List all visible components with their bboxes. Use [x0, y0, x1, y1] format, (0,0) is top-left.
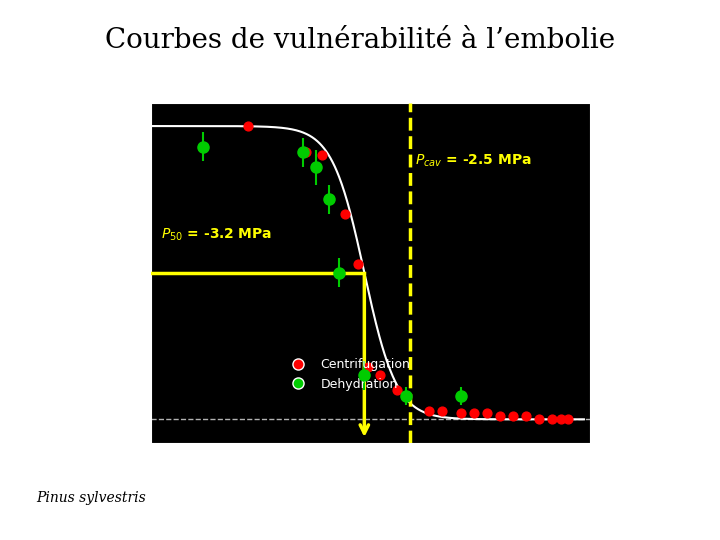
Point [391, 386, 402, 394]
Text: Pinus sylvestris: Pinus sylvestris [36, 491, 145, 505]
Point [562, 415, 574, 424]
Point [339, 210, 351, 218]
Y-axis label: Percent loss xylem conductance: Percent loss xylem conductance [99, 172, 112, 374]
Text: $P_{50}$ = -3.2 MPa: $P_{50}$ = -3.2 MPa [161, 226, 272, 243]
Point [243, 122, 254, 130]
Point [556, 415, 567, 424]
Point [436, 406, 448, 415]
Text: $P_{cav}$ = -2.5 MPa: $P_{cav}$ = -2.5 MPa [415, 153, 531, 170]
Point [374, 371, 386, 380]
Point [533, 415, 544, 424]
Point [317, 151, 328, 160]
Point [494, 412, 505, 421]
Point [300, 148, 312, 157]
Point [481, 409, 492, 418]
Point [507, 412, 518, 421]
Point [423, 406, 435, 415]
Point [362, 362, 374, 371]
Text: Courbes de vulnérabilité à l’embolie: Courbes de vulnérabilité à l’embolie [105, 27, 615, 54]
Point [352, 260, 364, 268]
Point [546, 415, 557, 424]
Point [456, 409, 467, 418]
Point [520, 412, 531, 421]
Legend: Centrifugation, Dehydration: Centrifugation, Dehydration [280, 354, 415, 396]
Point [469, 409, 480, 418]
X-axis label: Xylem pressure, MPa: Xylem pressure, MPa [291, 472, 451, 487]
